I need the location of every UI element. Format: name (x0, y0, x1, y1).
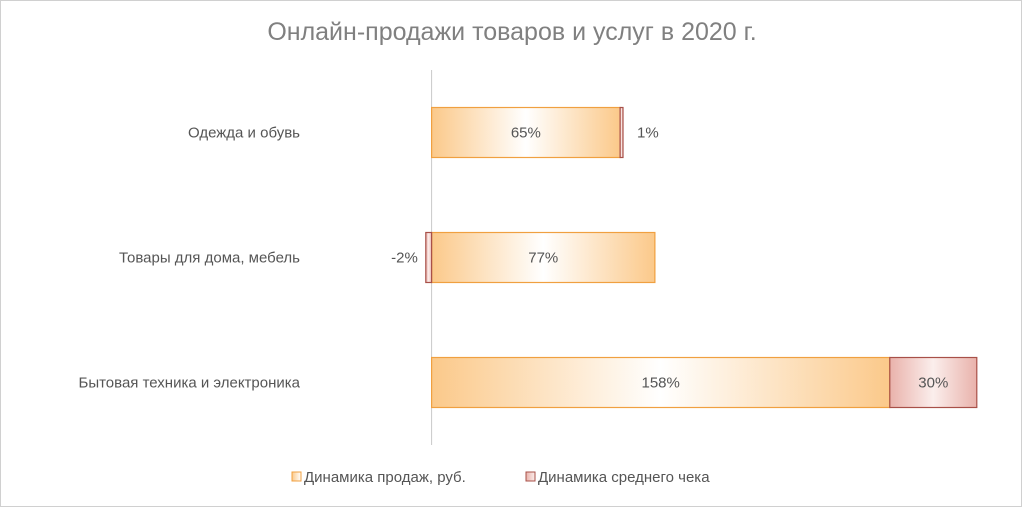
category-label: Товары для дома, мебель (119, 250, 300, 267)
bar-sales-dynamics (431, 106, 621, 159)
bar-sales-dynamics (431, 231, 656, 284)
bar-average-check-dynamics (889, 356, 978, 409)
legend-entry[interactable]: Динамика среднего чека (538, 469, 710, 486)
bar-average-check-dynamics (619, 106, 624, 159)
data-label: 158% (642, 375, 680, 392)
data-label: 65% (511, 125, 541, 142)
category-label: Одежда и обувь (188, 125, 300, 142)
legend-entry[interactable]: Динамика продаж, руб. (304, 469, 466, 486)
category-label: Бытовая техника и электроника (78, 375, 300, 392)
legend-swatch-sales (291, 471, 302, 482)
data-label: -2% (391, 250, 418, 267)
data-label: 1% (637, 125, 659, 142)
bar-average-check-dynamics (425, 231, 433, 284)
data-label: 77% (528, 250, 558, 267)
chart-title: Онлайн-продажи товаров и услуг в 2020 г. (267, 18, 756, 46)
legend-swatch-check (525, 471, 536, 482)
data-label: 30% (918, 375, 948, 392)
